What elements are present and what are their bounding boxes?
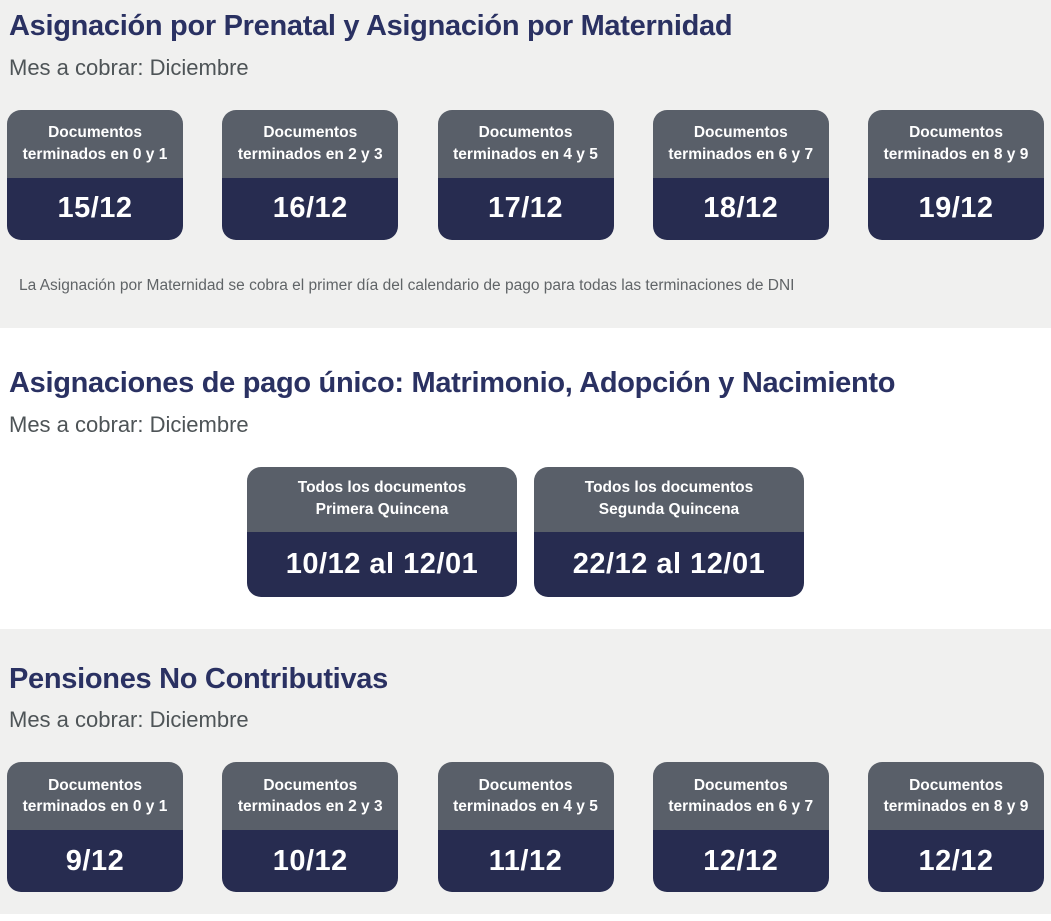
payment-card: Documentos terminados en 2 y 3 10/12	[222, 762, 399, 893]
payment-card-label: Todos los documentos Segunda Quincena	[534, 466, 804, 532]
payment-card: Documentos terminados en 6 y 7 18/12	[652, 109, 829, 240]
payment-card-date: 19/12	[868, 177, 1044, 240]
payment-card-label: Documentos terminados en 4 y 5	[437, 762, 614, 831]
payment-card: Documentos terminados en 6 y 7 12/12	[652, 762, 829, 893]
payment-card: Documentos terminados en 2 y 3 16/12	[222, 109, 399, 240]
bottom-strip	[0, 914, 1051, 921]
payment-card: Documentos terminados en 4 y 5 17/12	[437, 109, 614, 240]
section-prenatal-maternidad: Asignación por Prenatal y Asignación por…	[0, 0, 1051, 328]
payment-card-label: Documentos terminados en 6 y 7	[652, 762, 829, 831]
payment-card-date: 17/12	[437, 177, 614, 240]
section-subtitle: Mes a cobrar: Diciembre	[9, 411, 249, 437]
payment-card-label: Documentos terminados en 8 y 9	[868, 109, 1044, 178]
section-title: Pensiones No Contributivas	[9, 662, 388, 695]
payment-cards-row: Todos los documentos Primera Quincena 10…	[7, 466, 1044, 597]
payment-card: Documentos terminados en 8 y 9 19/12	[868, 109, 1044, 240]
payment-card-date: 10/12	[222, 830, 399, 893]
payment-card-label: Documentos terminados en 0 y 1	[7, 762, 183, 831]
section-title: Asignación por Prenatal y Asignación por…	[9, 10, 733, 42]
payment-card-date: 9/12	[7, 830, 183, 893]
payment-card: Documentos terminados en 8 y 9 12/12	[868, 762, 1044, 893]
payment-card-date: 12/12	[652, 830, 829, 893]
payment-card-label: Documentos terminados en 8 y 9	[868, 762, 1044, 831]
section-pensiones: Pensiones No Contributivas Mes a cobrar:…	[0, 628, 1051, 915]
section-subtitle: Mes a cobrar: Diciembre	[9, 54, 249, 80]
payment-card: Todos los documentos Primera Quincena 10…	[247, 466, 517, 597]
payment-card-label: Documentos terminados en 0 y 1	[7, 109, 183, 178]
payment-cards-row: Documentos terminados en 0 y 1 9/12 Docu…	[7, 762, 1044, 893]
payment-card-label: Documentos terminados en 6 y 7	[652, 109, 829, 178]
payment-cards-row: Documentos terminados en 0 y 1 15/12 Doc…	[7, 109, 1044, 240]
payment-card-label: Documentos terminados en 2 y 3	[222, 762, 399, 831]
section-subtitle: Mes a cobrar: Diciembre	[9, 707, 249, 733]
payment-card-date: 10/12 al 12/01	[247, 531, 517, 597]
payment-card: Documentos terminados en 0 y 1 9/12	[7, 762, 183, 893]
payment-card-date: 18/12	[652, 177, 829, 240]
payment-card-date: 15/12	[7, 177, 183, 240]
section-pago-unico: Asignaciones de pago único: Matrimonio, …	[0, 327, 1051, 629]
payment-card-label: Todos los documentos Primera Quincena	[247, 466, 517, 532]
payment-card: Documentos terminados en 0 y 1 15/12	[7, 109, 183, 240]
section-title: Asignaciones de pago único: Matrimonio, …	[9, 366, 896, 399]
payment-card-label: Documentos terminados en 4 y 5	[437, 109, 614, 178]
payment-card-date: 12/12	[868, 830, 1044, 893]
payment-card: Documentos terminados en 4 y 5 11/12	[437, 762, 614, 893]
payment-card-date: 22/12 al 12/01	[534, 531, 804, 597]
payment-card-date: 11/12	[437, 830, 614, 893]
maternidad-note: La Asignación por Maternidad se cobra el…	[19, 276, 795, 294]
payment-card-label: Documentos terminados en 2 y 3	[222, 109, 399, 178]
payment-card-date: 16/12	[222, 177, 399, 240]
payment-card: Todos los documentos Segunda Quincena 22…	[534, 466, 804, 597]
